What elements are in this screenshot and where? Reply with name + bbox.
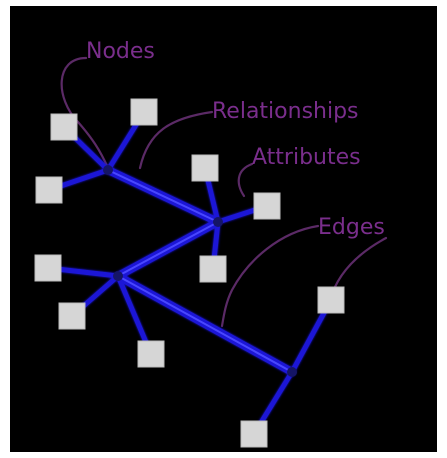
label-relationships: Relationships (212, 99, 359, 124)
node-group (34, 98, 345, 448)
hub-c (113, 271, 123, 281)
label-group: Nodes Relationships Attributes Edges (86, 39, 385, 240)
label-leader-lines (60, 56, 388, 328)
relationship-edge-highlight-a-b (107, 169, 219, 223)
node-b2 (253, 192, 281, 220)
node-b1 (191, 154, 219, 182)
node-a1 (50, 113, 78, 141)
node-a2 (130, 98, 158, 126)
hub-d (287, 367, 297, 377)
attributes-leader-line (237, 162, 254, 198)
label-edges: Edges (318, 215, 385, 240)
node-c3 (137, 340, 165, 368)
node-a3 (35, 176, 63, 204)
node-d2 (240, 420, 268, 448)
relationship-edge-highlight-c-d (117, 275, 293, 373)
hub-b (213, 217, 223, 227)
hub-group (103, 165, 297, 377)
label-nodes: Nodes (86, 39, 155, 64)
node-d1 (317, 286, 345, 314)
node-c1 (34, 254, 62, 282)
relationships-leader-line (138, 110, 214, 170)
edges-leader-line-1 (220, 224, 320, 328)
node-c2 (58, 302, 86, 330)
node-b3 (199, 255, 227, 283)
diagram-background (10, 6, 437, 452)
hub-a (103, 165, 113, 175)
label-attributes: Attributes (252, 145, 361, 170)
relationship-edge-highlight-b-c (117, 221, 219, 277)
